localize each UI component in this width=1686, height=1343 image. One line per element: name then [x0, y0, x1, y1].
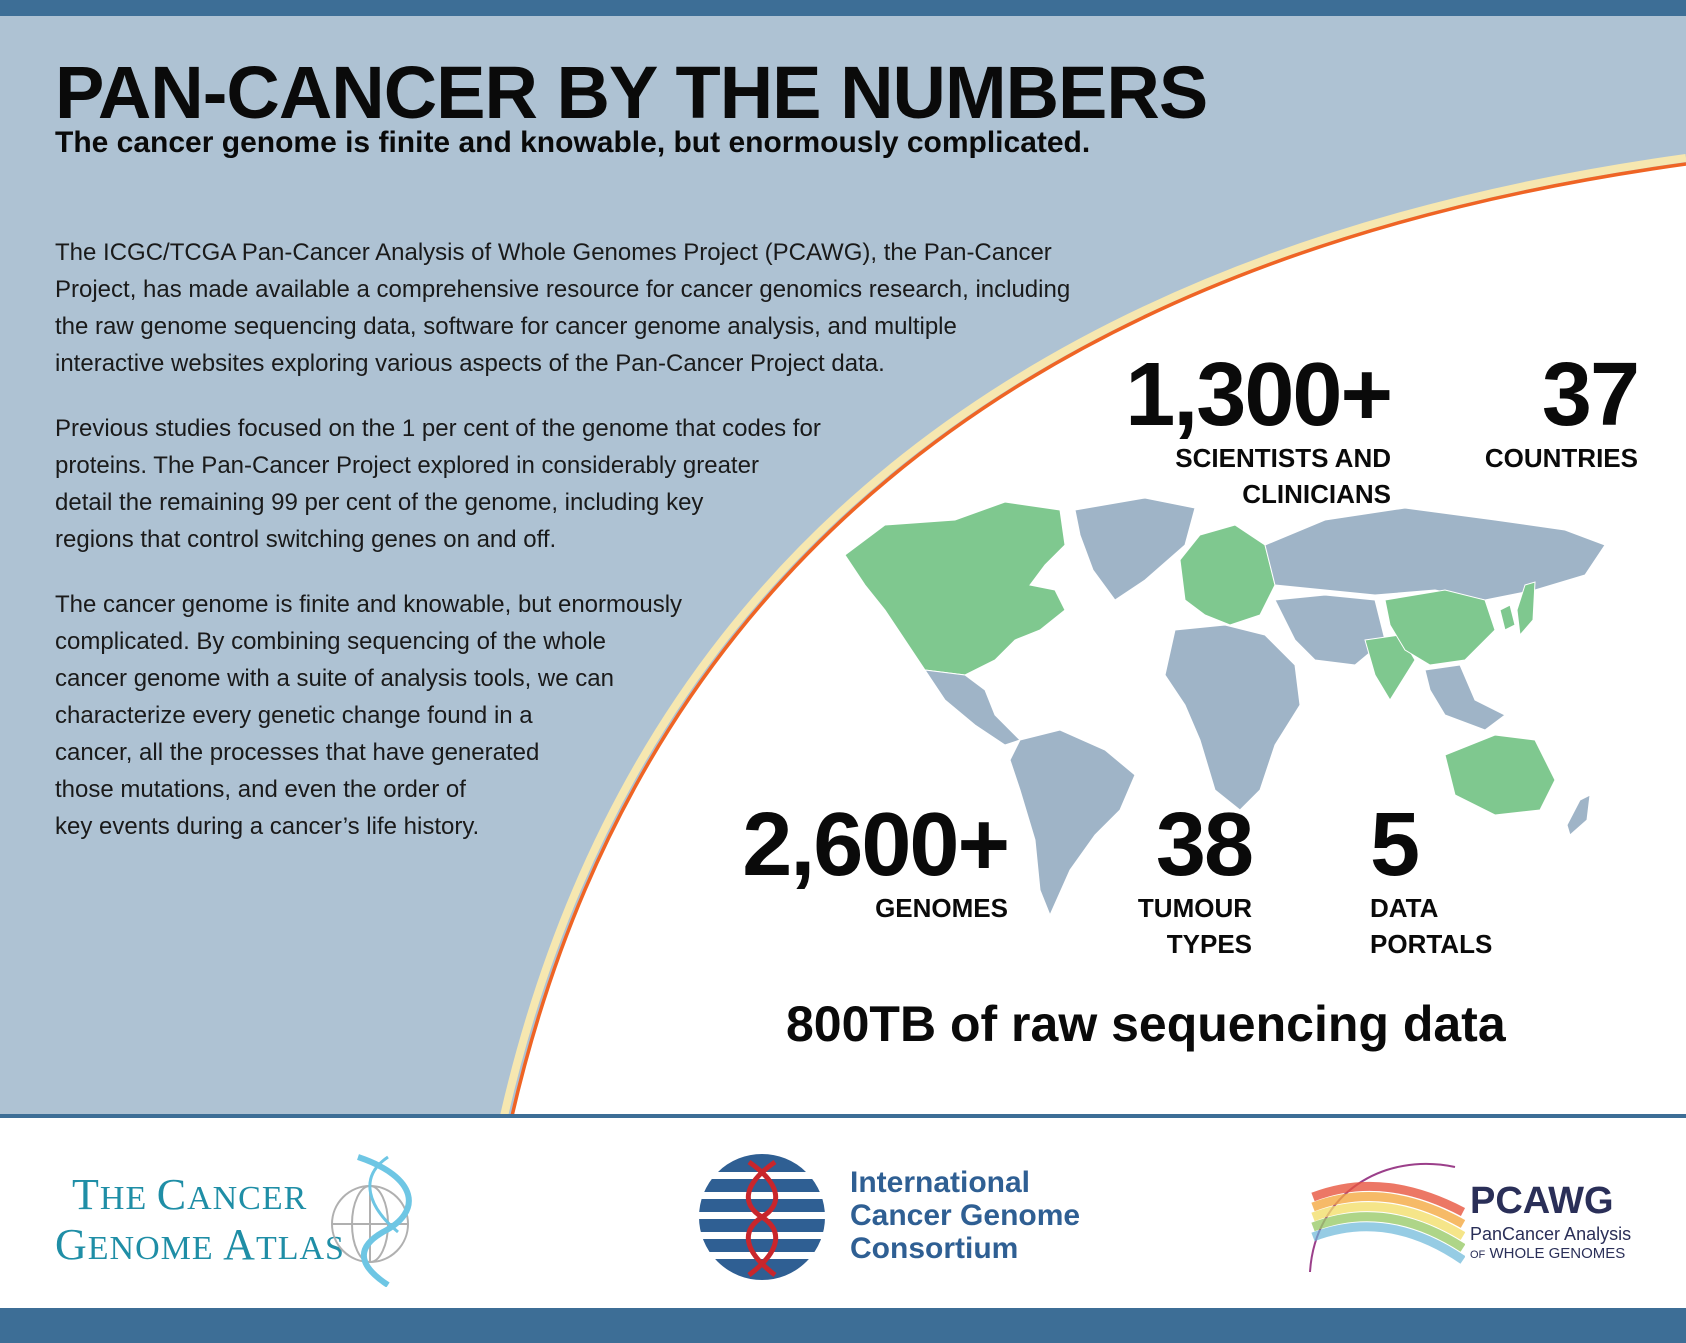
stat-scientists-label: CLINICIANS [1242, 479, 1391, 509]
new-zealand-shape [1566, 794, 1591, 836]
paragraph-line: detail the remaining 99 per cent of the … [55, 489, 704, 516]
stat-data-portals: 5 DATA PORTALS [1370, 800, 1492, 962]
orange-arc-line [510, 162, 1686, 1117]
tcga-letters: HE [99, 1180, 157, 1217]
stat-genomes-value: 2,600+ [742, 795, 1010, 895]
stat-scientists-value: 1,300+ [1125, 345, 1393, 445]
paragraph-line: The ICGC/TCGA Pan-Cancer Analysis of Who… [55, 239, 1052, 266]
pcawg-logo-title: PCAWG [1470, 1180, 1614, 1222]
top-band [0, 0, 1686, 16]
russia-shape [1264, 507, 1606, 601]
tcga-letter: T [72, 1170, 100, 1219]
africa-shape [1164, 624, 1301, 811]
stat-scientists-label: SCIENTISTS AND [1175, 443, 1391, 473]
pcawg-caps-text: WHOLE GENOMES [1485, 1245, 1626, 1262]
stat-countries: 37 COUNTRIES [1484, 345, 1640, 476]
tcga-letters: ENOME [87, 1230, 224, 1267]
icgc-logo-line: Consortium [850, 1232, 1019, 1265]
white-arc-region [512, 164, 1686, 1116]
stat-data-portals-value: 5 [1370, 795, 1420, 895]
stat-tumour-types: 38 TUMOUR TYPES [1137, 795, 1254, 962]
icgc-globe-dna-icon [697, 1152, 827, 1282]
paragraph-line: regions that control switching genes on … [55, 526, 557, 553]
central-america-shape [923, 669, 1021, 746]
previous-studies-paragraph: Previous studies focused on the 1 per ce… [55, 410, 821, 558]
tcga-letter: G [55, 1220, 88, 1269]
paragraph-line: characterize every genetic change found … [55, 702, 533, 729]
paragraph-line: proteins. The Pan-Cancer Project explore… [55, 452, 759, 479]
india-shape [1364, 634, 1416, 701]
stat-data-portals-label: PORTALS [1370, 929, 1493, 959]
tcga-letter: A [223, 1220, 256, 1269]
tcga-logo-line: THE CANCER [72, 1172, 345, 1222]
pcawg-small-text: OF [1470, 1249, 1486, 1261]
paragraph-line: interactive websites exploring various a… [55, 350, 885, 377]
tagline: 800TB of raw sequencing data [786, 996, 1506, 1052]
paragraph-line: the raw genome sequencing data, software… [55, 313, 957, 340]
paragraph-line: cancer genome with a suite of analysis t… [55, 665, 614, 692]
southeast-asia-shape [1424, 664, 1506, 731]
stat-data-portals-label: DATA [1370, 893, 1439, 923]
australia-shape [1444, 734, 1556, 816]
world-map-icon [845, 497, 1606, 917]
tcga-letters: TLAS [255, 1230, 345, 1267]
tcga-globe-helix-icon [331, 1154, 412, 1287]
stat-tumour-types-label: TYPES [1166, 929, 1252, 959]
page-title: PAN-CANCER BY THE NUMBERS [55, 51, 1208, 134]
paragraph-line: complicated. By combining sequencing of … [55, 628, 606, 655]
tcga-logo-line: GENOME ATLAS [55, 1222, 345, 1272]
tcga-logo-text: THE CANCER GENOME ATLAS [55, 1172, 345, 1272]
stat-countries-value: 37 [1541, 345, 1640, 445]
cream-arc-line [500, 154, 1686, 1117]
intro-paragraph: The ICGC/TCGA Pan-Cancer Analysis of Who… [55, 234, 1070, 382]
stat-genomes: 2,600+ GENOMES [742, 795, 1010, 926]
stat-countries-label: COUNTRIES [1484, 443, 1638, 473]
footer-top-line [0, 1114, 1686, 1118]
paragraph-line: Project, has made available a comprehens… [55, 276, 1071, 303]
stat-genomes-label: GENOMES [875, 893, 1008, 923]
middle-east-shape [1274, 594, 1386, 666]
pcawg-logo-subtitle-2: OF WHOLE GENOMES [1470, 1245, 1625, 1262]
paragraph-line: key events during a cancer’s life histor… [55, 813, 480, 840]
south-america-shape [1009, 729, 1136, 917]
stat-tumour-types-label: TUMOUR [1137, 893, 1252, 923]
tcga-letters: ANCER [187, 1180, 308, 1217]
pcawg-logo-subtitle: PanCancer Analysis [1470, 1224, 1632, 1244]
page-subtitle: The cancer genome is finite and knowable… [55, 126, 1091, 159]
paragraph-line: cancer, all the processes that have gene… [55, 739, 540, 766]
stat-tumour-types-value: 38 [1155, 795, 1254, 895]
paragraph-line: The cancer genome is finite and knowable… [55, 591, 683, 618]
bottom-band [0, 1308, 1686, 1343]
icgc-logo-text: International Cancer Genome Consortium [850, 1166, 1080, 1265]
paragraph-line: those mutations, and even the order of [55, 776, 466, 803]
stat-scientists: 1,300+ SCIENTISTS AND CLINICIANS [1125, 345, 1393, 512]
china-shape [1384, 589, 1496, 666]
greenland-shape [1074, 497, 1196, 601]
europe-shape [1179, 524, 1276, 626]
paragraph-line: Previous studies focused on the 1 per ce… [55, 415, 821, 442]
tcga-letter: C [156, 1170, 188, 1219]
japan-korea-shape [1499, 581, 1536, 637]
pcawg-rainbow-icon [1309, 1162, 1465, 1273]
cancer-genome-paragraph: The cancer genome is finite and knowable… [55, 586, 682, 845]
icgc-logo-line: International [850, 1166, 1031, 1199]
north-america-shape [845, 501, 1066, 676]
icgc-logo-line: Cancer Genome [850, 1199, 1081, 1232]
